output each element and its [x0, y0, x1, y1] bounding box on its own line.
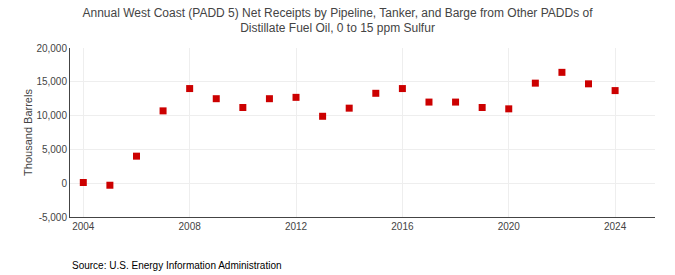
- svg-text:5,000: 5,000: [42, 144, 67, 155]
- svg-text:2008: 2008: [179, 221, 202, 232]
- svg-text:10,000: 10,000: [36, 110, 67, 121]
- svg-text:0: 0: [61, 178, 67, 189]
- svg-text:2004: 2004: [72, 221, 95, 232]
- svg-text:2016: 2016: [391, 221, 414, 232]
- svg-text:20,000: 20,000: [36, 43, 67, 54]
- svg-text:15,000: 15,000: [36, 76, 67, 87]
- svg-text:Annual West Coast (PADD 5) Net: Annual West Coast (PADD 5) Net Receipts …: [82, 6, 593, 36]
- svg-text:2012: 2012: [285, 221, 308, 232]
- svg-text:Thousand Barrels: Thousand Barrels: [22, 89, 34, 176]
- svg-text:2020: 2020: [498, 221, 521, 232]
- svg-text:2024: 2024: [604, 221, 627, 232]
- svg-text:Source: U.S. Energy Informatio: Source: U.S. Energy Information Administ…: [72, 260, 282, 271]
- svg-text:-5,000: -5,000: [39, 212, 68, 223]
